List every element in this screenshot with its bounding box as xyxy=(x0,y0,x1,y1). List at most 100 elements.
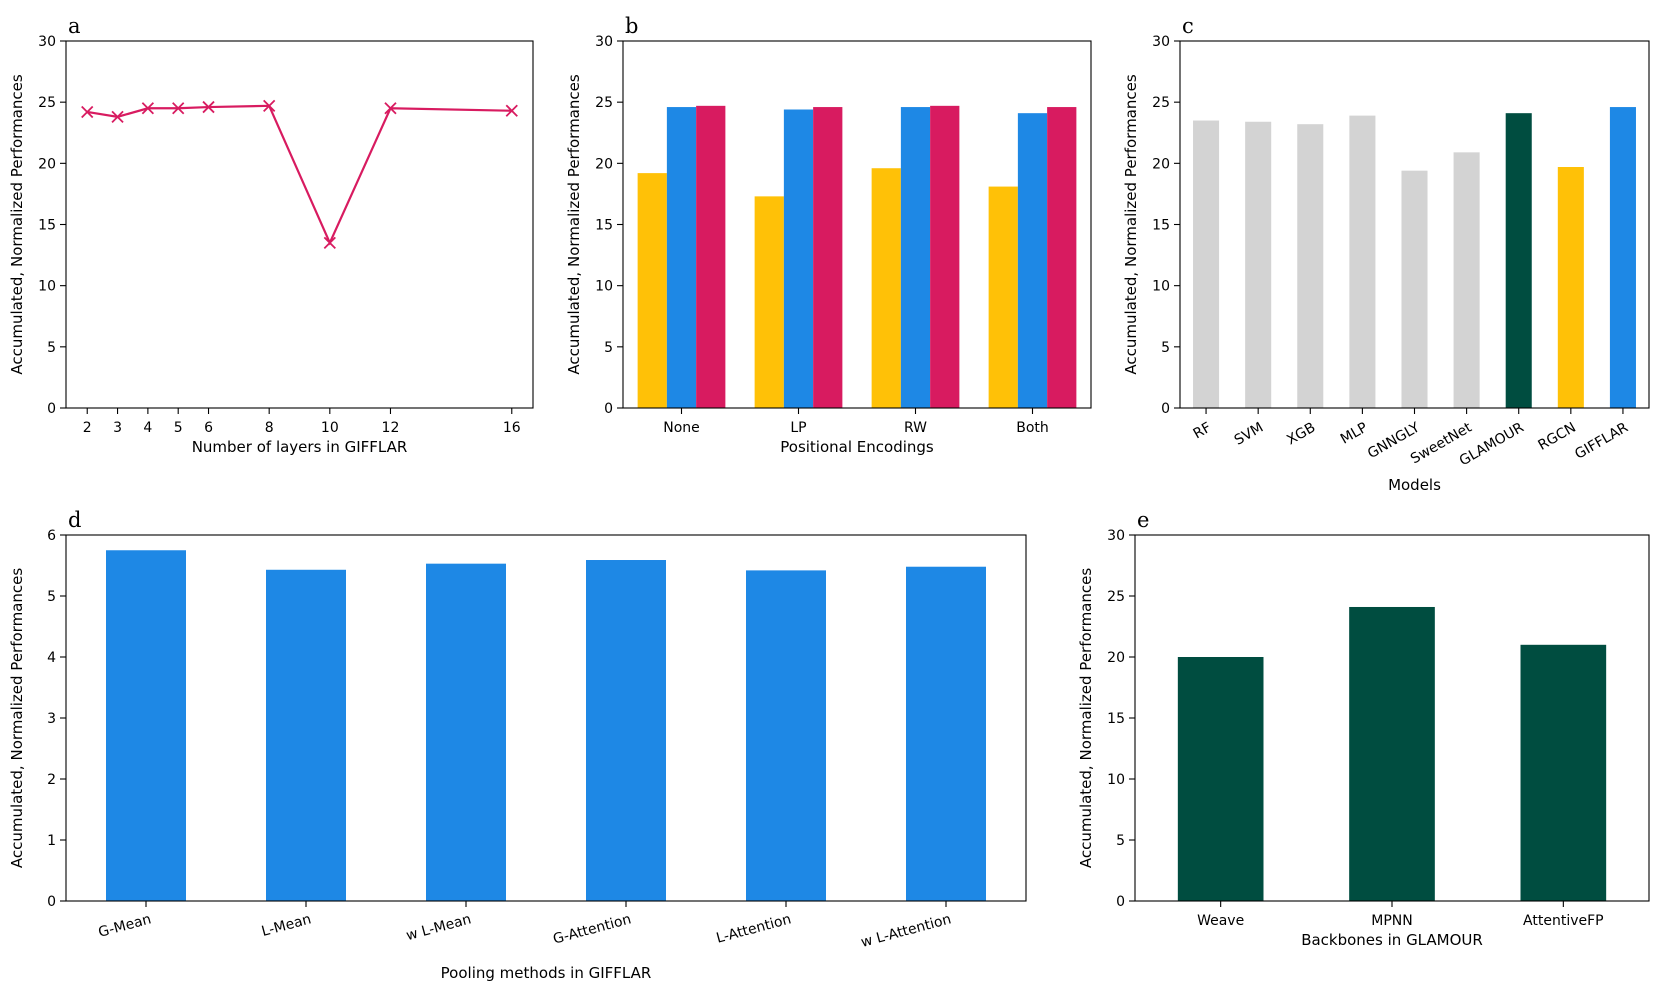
y-tick-label: 30 xyxy=(1152,34,1170,50)
y-tick-label: 5 xyxy=(1161,340,1170,356)
y-tick-label: 30 xyxy=(1107,528,1125,544)
panel-letter: c xyxy=(1182,14,1194,38)
data-point-marker xyxy=(141,102,155,115)
y-axis-label: Accumulated, Normalized Performances xyxy=(565,74,583,375)
panel-letter: e xyxy=(1137,508,1149,532)
y-tick-label: 30 xyxy=(595,34,613,50)
x-tick-label: 6 xyxy=(204,420,213,436)
bar xyxy=(1557,167,1584,408)
x-tick-label: Both xyxy=(1016,420,1049,436)
y-tick-label: 5 xyxy=(604,340,613,356)
x-tick-label: MPNN xyxy=(1371,913,1412,929)
x-tick-label: 4 xyxy=(143,420,152,436)
bar xyxy=(696,105,726,408)
y-tick-label: 20 xyxy=(38,156,56,172)
x-tick-label: 8 xyxy=(265,420,274,436)
x-axis-label: Positional Encodings xyxy=(780,438,934,456)
x-tick-label: MLP xyxy=(1338,420,1371,448)
bar xyxy=(586,560,666,901)
y-axis-label: Accumulated, Normalized Performances xyxy=(1077,568,1095,869)
data-point-marker xyxy=(263,99,276,112)
y-tick-label: 4 xyxy=(47,650,56,666)
bar xyxy=(1245,121,1272,409)
data-point-marker xyxy=(323,236,336,249)
x-tick-label: RF xyxy=(1191,420,1214,443)
data-point-marker xyxy=(111,110,124,123)
bar xyxy=(1520,644,1607,901)
y-tick-label: 15 xyxy=(1107,711,1125,727)
y-tick-label: 6 xyxy=(47,528,56,544)
panel-letter: d xyxy=(68,508,81,532)
y-tick-label: 10 xyxy=(38,279,56,295)
bar xyxy=(666,107,697,408)
x-tick-label: 16 xyxy=(503,420,521,436)
bar xyxy=(871,168,901,408)
x-tick-label: G-Attention xyxy=(551,911,633,947)
panel-b: b 0 5 10 15 20 25 30 Accumulated, Normalized Per… xyxy=(565,14,1092,456)
y-tick-label: 10 xyxy=(1152,279,1170,295)
bar xyxy=(988,186,1018,408)
bar xyxy=(1453,152,1480,408)
x-tick-label: Weave xyxy=(1197,913,1244,929)
y-axis-label: Accumulated, Normalized Performances xyxy=(8,74,26,375)
bar xyxy=(930,105,960,408)
y-tick-label: 3 xyxy=(47,711,56,727)
bar xyxy=(906,566,986,901)
bar xyxy=(1297,124,1324,408)
plot-frame xyxy=(65,40,534,409)
bar xyxy=(754,196,784,408)
panel-d: d 0 1 2 3 4 5 6 Accumulated, Normalized Performa… xyxy=(8,508,1027,982)
x-tick-label: None xyxy=(663,420,700,436)
y-tick-label: 10 xyxy=(1107,772,1125,788)
x-tick-label: AttentiveFP xyxy=(1523,913,1604,929)
bar xyxy=(266,569,346,901)
x-axis-label: Backbones in GLAMOUR xyxy=(1301,931,1483,949)
y-tick-label: 20 xyxy=(1152,156,1170,172)
bar xyxy=(1401,170,1428,408)
y-tick-label: 0 xyxy=(47,401,56,417)
panel-letter: b xyxy=(625,14,638,38)
y-tick-label: 0 xyxy=(47,894,56,910)
x-tick-label: w L-Attention xyxy=(859,911,953,950)
y-tick-label: 25 xyxy=(1152,95,1170,111)
bar xyxy=(1349,115,1376,408)
x-tick-label: 12 xyxy=(382,420,400,436)
bar xyxy=(106,550,186,901)
x-tick-label: 3 xyxy=(113,420,122,436)
x-tick-label: 10 xyxy=(321,420,339,436)
bar xyxy=(1609,107,1636,408)
bar xyxy=(1017,113,1048,408)
x-tick-label: L-Attention xyxy=(715,911,793,946)
bar xyxy=(1505,113,1532,408)
panel-c: c 0 5 10 15 20 25 30 Accumulated, Normalized Per… xyxy=(1122,14,1650,494)
panel-letter: a xyxy=(68,14,81,38)
x-tick-label: 5 xyxy=(174,420,183,436)
plot-frame xyxy=(1134,534,1650,902)
y-tick-label: 25 xyxy=(38,95,56,111)
series-line xyxy=(87,104,512,246)
bar xyxy=(783,109,814,409)
plot-frame xyxy=(1179,40,1650,409)
x-axis-label: Models xyxy=(1388,476,1441,494)
y-tick-label: 5 xyxy=(47,340,56,356)
x-tick-label: GIFFLAR xyxy=(1572,419,1631,462)
bar xyxy=(1047,107,1077,408)
y-tick-label: 20 xyxy=(595,156,613,172)
x-tick-label: LP xyxy=(790,420,806,436)
y-tick-label: 15 xyxy=(38,218,56,234)
data-point-marker xyxy=(384,102,397,115)
x-tick-label: XGB xyxy=(1284,420,1318,449)
y-tick-label: 25 xyxy=(1107,589,1125,605)
x-tick-label: 2 xyxy=(83,420,92,436)
x-tick-label: L-Mean xyxy=(260,911,313,940)
y-tick-label: 5 xyxy=(1116,833,1125,849)
y-tick-label: 30 xyxy=(38,34,56,50)
data-point-marker xyxy=(202,100,215,114)
x-tick-label: w L-Mean xyxy=(405,911,474,944)
y-tick-label: 5 xyxy=(47,589,56,605)
data-point-marker xyxy=(505,104,518,117)
y-tick-label: 1 xyxy=(47,833,56,849)
y-axis-label: Accumulated, Normalized Performances xyxy=(1122,74,1140,375)
